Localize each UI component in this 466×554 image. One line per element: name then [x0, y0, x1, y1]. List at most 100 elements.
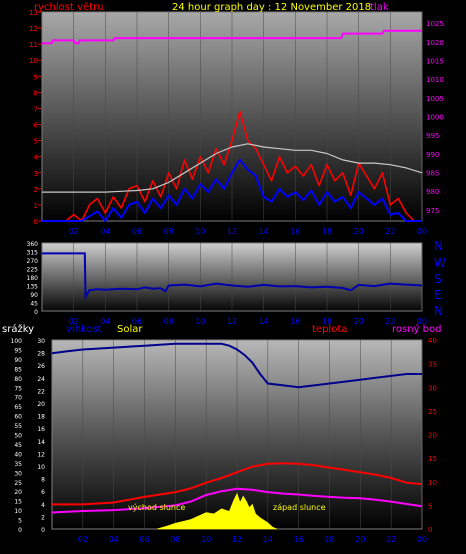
y-tick-label-humidity: 6 [41, 489, 45, 496]
solar-label: Solar [117, 324, 143, 335]
series-solar [156, 492, 278, 530]
x-tick-label: 04 [100, 227, 110, 236]
sunrise-annotation: východ slunce [128, 503, 185, 512]
y-tick-label-rain: 30 [14, 470, 22, 477]
compass-n-bottom: N [434, 304, 443, 318]
y-tick-label-rain: 35 [14, 461, 22, 468]
y-tick-label-temperature: 35 [428, 361, 437, 369]
series-wind_avg [42, 158, 422, 222]
y-tick-label-direction: 225 [27, 267, 39, 274]
x-tick-label: 10 [195, 317, 205, 326]
y-tick-label-direction: 270 [27, 258, 39, 265]
y-tick-label-rain: 0 [18, 527, 22, 534]
y-tick-label-humidity: 8 [41, 477, 45, 484]
x-tick-label: 04 [100, 317, 110, 326]
y-tick-label-wind: 6 [34, 122, 39, 130]
y-tick-label-wind: 4 [34, 154, 39, 162]
y-tick-label-wind: 1 [34, 202, 38, 210]
y-tick-label-humidity: 4 [41, 502, 45, 509]
series-humidity [51, 342, 422, 389]
y-tick-label-rain: 45 [14, 442, 22, 449]
y-tick-label-wind: 9 [34, 73, 38, 81]
y-tick-label-wind: 0 [34, 218, 38, 226]
y-tick-label-rain: 75 [14, 385, 22, 392]
y-tick-label-temperature: 25 [428, 408, 437, 416]
x-tick-label: 14 [259, 227, 269, 236]
x-tick-label: 18 [322, 227, 332, 236]
y-tick-label-pressure: 1020 [426, 39, 444, 47]
x-tick-label: 20 [354, 317, 364, 326]
y-tick-label-pressure: 980 [426, 188, 439, 196]
y-tick-label-rain: 5 [18, 518, 22, 525]
y-tick-label-direction: 90 [30, 292, 38, 299]
y-tick-label-direction: 135 [27, 284, 39, 291]
humidity-label: vlhkost [66, 324, 102, 335]
y-tick-label-wind: 5 [34, 138, 38, 146]
y-tick-label-direction: 180 [27, 275, 39, 282]
y-tick-label-direction: 45 [30, 301, 38, 308]
x-tick-label: 20 [354, 227, 364, 236]
y-tick-label-wind: 12 [29, 25, 38, 33]
y-tick-label-humidity: 30 [37, 338, 45, 345]
series-pressure [42, 29, 422, 45]
x-tick-label: 12 [227, 317, 237, 326]
y-tick-label-pressure: 995 [426, 132, 439, 140]
y-tick-label-humidity: 24 [37, 376, 45, 383]
y-tick-label-wind: 13 [29, 9, 38, 17]
x-tick-label: 02 [69, 317, 79, 326]
dewpoint-label: rosný bod [392, 323, 441, 335]
y-tick-label-pressure: 975 [426, 207, 439, 215]
x-tick-label: 00 [417, 535, 427, 544]
y-tick-label-rain: 95 [14, 347, 22, 354]
y-tick-label-rain: 70 [14, 395, 22, 402]
x-tick-label: 22 [385, 317, 395, 326]
y-tick-label-pressure: 1010 [426, 76, 444, 84]
y-tick-label-wind: 7 [34, 105, 38, 113]
x-tick-label: 10 [201, 535, 211, 544]
sunset-annotation: západ slunce [273, 503, 326, 512]
x-tick-label: 20 [355, 535, 365, 544]
y-tick-label-temperature: 20 [428, 432, 437, 440]
x-tick-label: 08 [170, 535, 180, 544]
x-tick-label: 10 [195, 227, 205, 236]
rain-label: srážky [2, 323, 34, 335]
y-tick-label-pressure: 1025 [426, 20, 444, 28]
y-tick-label-pressure: 990 [426, 151, 439, 159]
x-tick-label: 00 [417, 227, 427, 236]
y-tick-label-rain: 90 [14, 357, 22, 364]
y-tick-label-rain: 80 [14, 376, 22, 383]
x-tick-label: 14 [259, 317, 269, 326]
y-tick-label-rain: 100 [11, 338, 23, 345]
y-tick-label-humidity: 18 [37, 414, 45, 421]
series-wind_dir [42, 252, 423, 301]
series-temperature [52, 462, 423, 506]
compass-w: W [434, 256, 446, 270]
y-tick-label-humidity: 28 [37, 351, 45, 358]
x-tick-label: 08 [164, 227, 174, 236]
y-tick-label-rain: 85 [14, 366, 22, 373]
compass-s: S [434, 272, 442, 286]
x-tick-label: 18 [324, 535, 334, 544]
y-tick-label-humidity: 14 [37, 439, 45, 446]
x-tick-label: 06 [132, 227, 142, 236]
compass-n-top: N [434, 239, 443, 253]
y-tick-label-humidity: 22 [37, 388, 45, 395]
x-tick-label: 06 [132, 317, 142, 326]
y-tick-label-wind: 11 [29, 41, 38, 49]
y-tick-label-humidity: 10 [37, 464, 45, 471]
x-tick-label: 12 [227, 227, 237, 236]
x-tick-label: 04 [109, 535, 119, 544]
x-tick-label: 06 [139, 535, 149, 544]
x-tick-label: 00 [417, 317, 427, 326]
y-tick-label-wind: 3 [34, 170, 38, 178]
y-tick-label-humidity: 20 [37, 401, 45, 408]
y-tick-label-humidity: 0 [41, 527, 45, 534]
y-tick-label-wind: 2 [34, 186, 38, 194]
pressure-label: tlak [370, 2, 389, 13]
y-tick-label-pressure: 1000 [426, 114, 444, 122]
x-tick-label: 22 [386, 535, 396, 544]
y-tick-label-rain: 25 [14, 480, 22, 487]
y-tick-label-rain: 15 [14, 499, 22, 506]
